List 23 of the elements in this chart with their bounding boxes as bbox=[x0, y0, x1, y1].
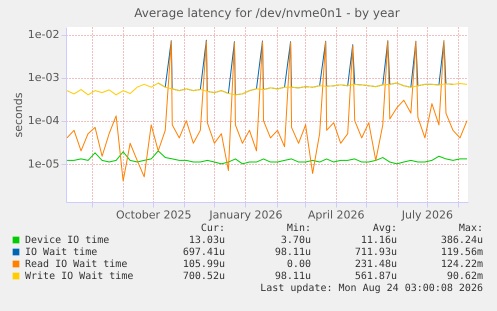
text: 697.41u 98.11u 711.93u 119.56m bbox=[182, 247, 483, 258]
legend-label: Device IO time bbox=[25, 235, 110, 246]
line-series bbox=[66, 82, 468, 96]
y-tick-label: 1e-04 bbox=[28, 114, 60, 128]
text: Cur: Min: Avg: Max: bbox=[200, 223, 483, 234]
text: 105.99u 0.00 231.48u 124.22m bbox=[182, 259, 483, 270]
x-tick-label: July 2026 bbox=[400, 208, 454, 222]
y-tick-label: 1e-03 bbox=[28, 71, 60, 84]
x-tick-label: April 2026 bbox=[308, 208, 364, 222]
legend-label: Write IO Wait time bbox=[25, 271, 134, 282]
text: 700.52u 98.11u 561.87u 90.62m bbox=[182, 271, 483, 282]
line-series bbox=[66, 150, 468, 164]
text: 13.03u 3.70u 11.16u 386.24u bbox=[188, 235, 483, 246]
x-tick-label: January 2026 bbox=[208, 208, 283, 222]
x-tick-label: October 2025 bbox=[116, 208, 192, 222]
legend-label: Read IO Wait time bbox=[25, 259, 128, 270]
line-series bbox=[66, 40, 468, 182]
text: Last update: Mon Aug 24 03:00:08 2026 bbox=[260, 283, 483, 294]
chart-title: Average latency for /dev/nvme0n1 - by year bbox=[134, 6, 400, 20]
y-tick-label: 1e-02 bbox=[28, 28, 60, 42]
legend-label: IO Wait time bbox=[25, 247, 98, 258]
y-tick-label: 1e-05 bbox=[28, 157, 60, 170]
y-axis-title: seconds bbox=[12, 92, 25, 138]
